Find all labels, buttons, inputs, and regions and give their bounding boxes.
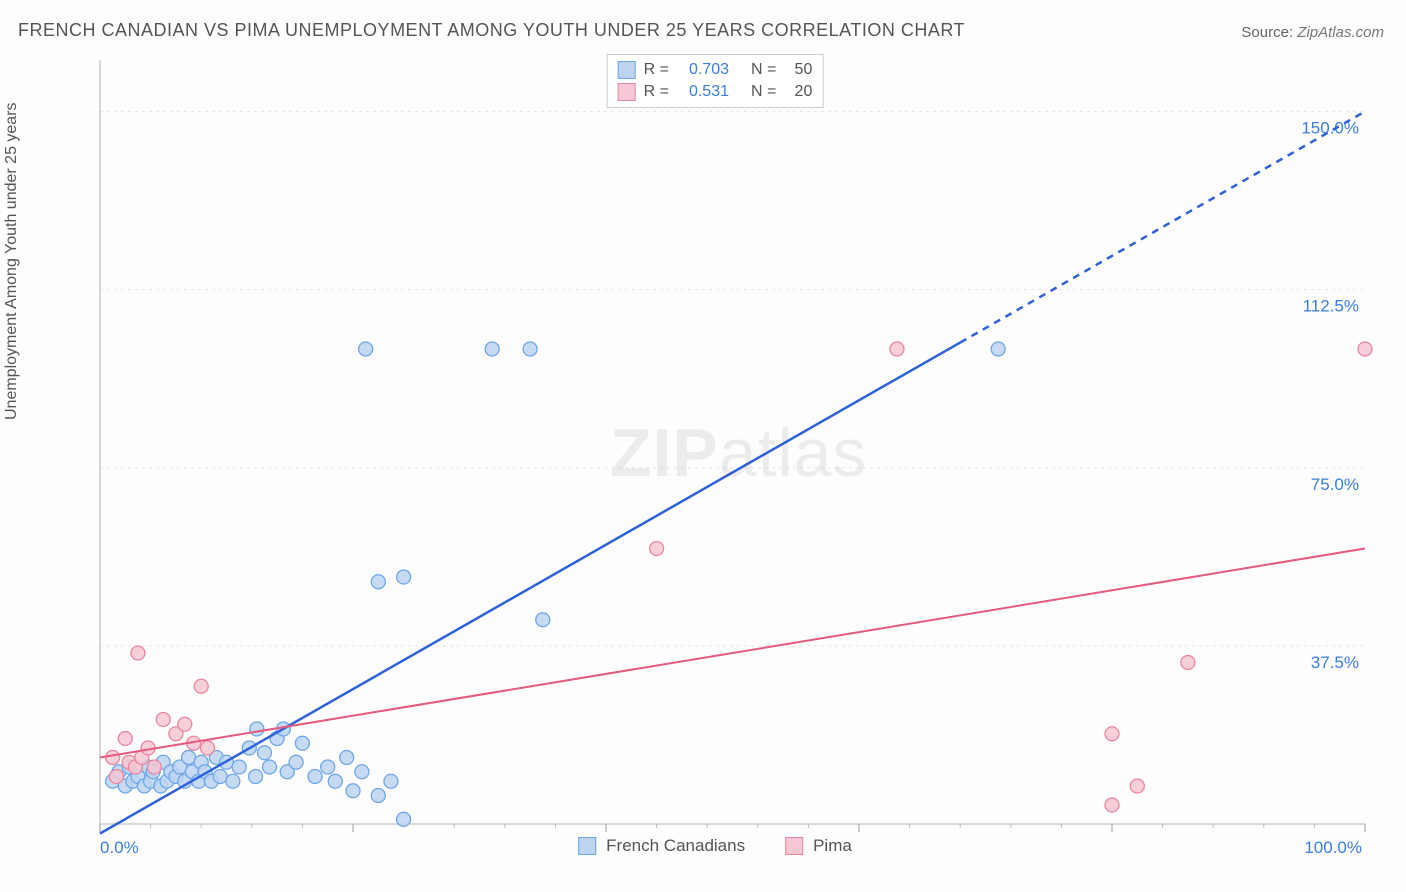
legend-series-label: French Canadians	[606, 836, 745, 856]
legend-r-value: 0.703	[677, 61, 729, 79]
legend-swatch	[618, 61, 636, 79]
legend-n-label: N =	[751, 83, 776, 101]
y-axis-label: Unemployment Among Youth under 25 years	[3, 102, 21, 420]
y-tick-label: 75.0%	[1311, 475, 1359, 494]
y-tick-label: 37.5%	[1311, 653, 1359, 672]
source-value: ZipAtlas.com	[1297, 24, 1384, 41]
legend-n-value: 50	[784, 61, 812, 79]
legend-series-item: French Canadians	[578, 836, 745, 856]
legend-swatch	[618, 83, 636, 101]
legend-stats: R = 0.703 N = 50 R = 0.531 N = 20	[607, 54, 824, 108]
legend-swatch	[785, 837, 803, 855]
y-tick-label: 150.0%	[1301, 119, 1359, 138]
scatter-chart: 37.5% 75.0% 112.5% 150.0%	[50, 54, 1380, 854]
legend-series-label: Pima	[813, 836, 852, 856]
source-credit: Source: ZipAtlas.com	[1241, 24, 1384, 41]
legend-swatch	[578, 837, 596, 855]
legend-series-item: Pima	[785, 836, 852, 856]
legend-stats-row: R = 0.531 N = 20	[618, 81, 813, 103]
y-tick-label: 112.5%	[1303, 297, 1359, 316]
x-axis-max-label: 100.0%	[1304, 838, 1362, 858]
legend-r-label: R =	[644, 83, 669, 101]
chart-title: FRENCH CANADIAN VS PIMA UNEMPLOYMENT AMO…	[18, 20, 965, 41]
source-label: Source:	[1241, 24, 1293, 41]
legend-r-value: 0.531	[677, 83, 729, 101]
legend-n-value: 20	[784, 83, 812, 101]
legend-series: French Canadians Pima	[578, 836, 852, 856]
legend-n-label: N =	[751, 61, 776, 79]
x-axis-min-label: 0.0%	[100, 838, 139, 858]
legend-r-label: R =	[644, 61, 669, 79]
legend-stats-row: R = 0.703 N = 50	[618, 59, 813, 81]
chart-area: 37.5%75.0%112.5%150.0% ZIPatlas R =0.703…	[50, 54, 1380, 854]
